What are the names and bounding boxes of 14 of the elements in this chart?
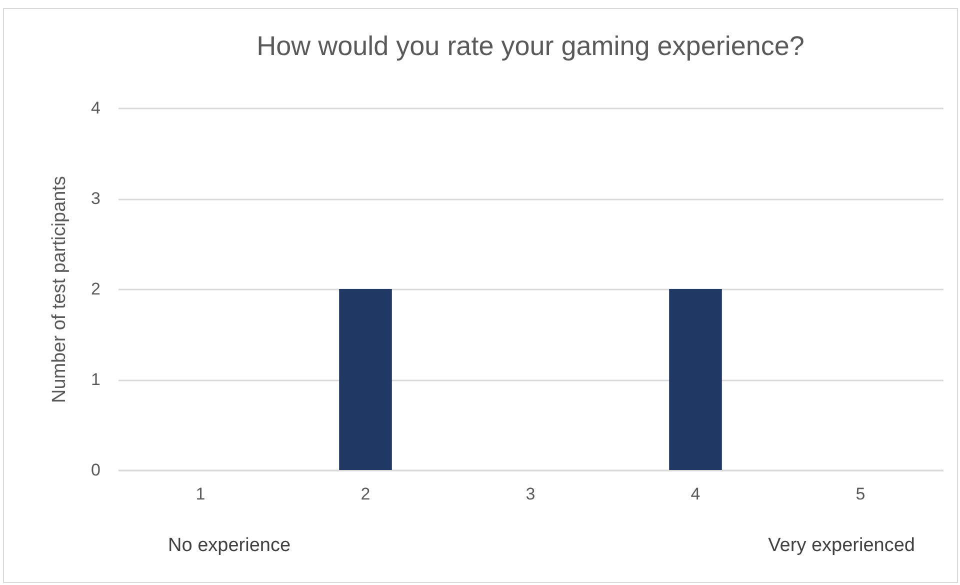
x-tick-label: 3: [526, 484, 536, 504]
text: No experience: [168, 535, 291, 556]
y-tick-label: 1: [91, 370, 100, 389]
y-tick-label: 3: [91, 189, 100, 208]
y-axis-title: Number of test participants: [49, 176, 70, 404]
x-tick-label: 2: [360, 484, 370, 504]
text: Very experienced: [768, 535, 915, 556]
y-tick-label: 4: [91, 98, 100, 118]
y-tick-label: 2: [91, 280, 100, 298]
chart-title: How would you rate your gaming experience?: [256, 31, 804, 61]
x-tick-label: 1: [196, 484, 206, 504]
x-tick-label: 5: [856, 484, 866, 504]
x-tick-label: 4: [690, 484, 700, 504]
y-tick-label: 0: [91, 460, 100, 480]
